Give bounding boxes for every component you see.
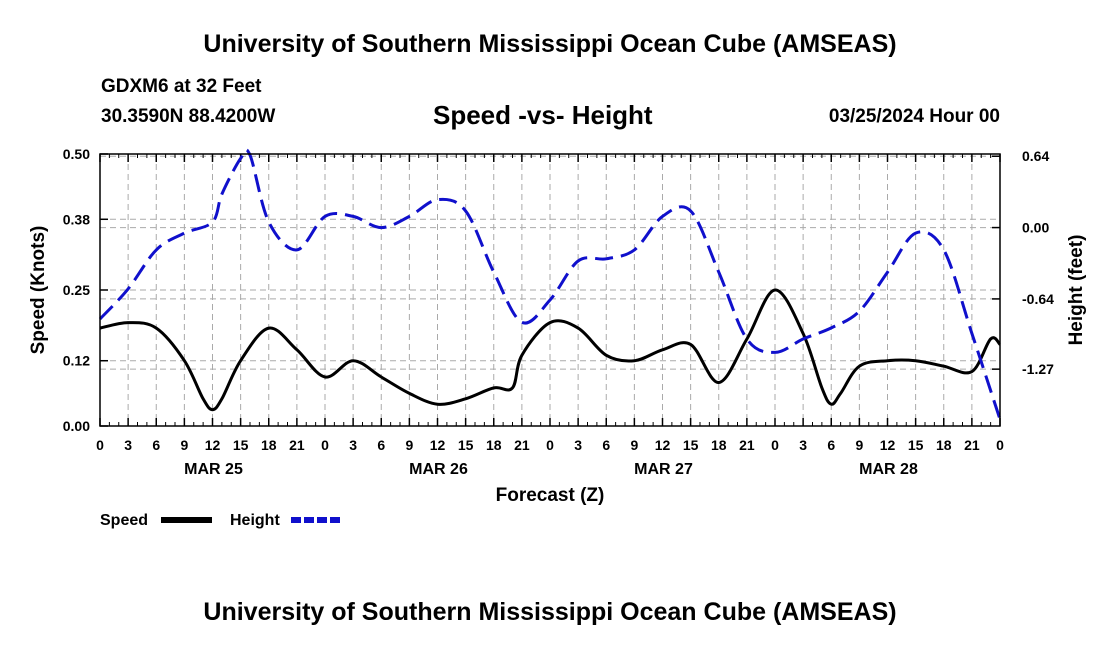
legend-label-speed: Speed	[100, 512, 148, 529]
x-tick-label: 15	[683, 437, 699, 453]
y-tick-label: 0.00	[63, 418, 90, 434]
x-tick-label: 15	[458, 437, 474, 453]
x-tick-label: 12	[880, 437, 896, 453]
x-tick-label: 6	[152, 437, 160, 453]
x-tick-label: 6	[377, 437, 385, 453]
x-tick-label: 15	[233, 437, 249, 453]
series-line-height	[98, 148, 1002, 420]
plot-frame	[99, 153, 1001, 427]
y2-tick-label: -0.64	[1022, 291, 1054, 307]
y-tick-label: 0.25	[63, 282, 90, 298]
page-title: University of Southern Mississippi Ocean…	[203, 30, 897, 58]
x-tick-label: 3	[574, 437, 582, 453]
legend-label-height: Height	[230, 512, 280, 529]
day-label: MAR 28	[859, 461, 918, 478]
x-tick-label: 0	[546, 437, 554, 453]
x-tick-label: 18	[711, 437, 727, 453]
x-tick-label: 21	[514, 437, 530, 453]
x-tick-label: 9	[405, 437, 413, 453]
y2-tick-label: 0.00	[1022, 220, 1049, 236]
y2-axis-label: Height (feet)	[1066, 235, 1087, 346]
x-tick-label: 0	[321, 437, 329, 453]
series-line-speed	[99, 288, 1002, 412]
x-tick-label: 3	[349, 437, 357, 453]
x-tick-label: 18	[261, 437, 277, 453]
x-tick-label: 18	[936, 437, 952, 453]
grid-layer	[100, 154, 1000, 426]
y-axis-label: Speed (Knots)	[28, 226, 49, 355]
labels-layer: 0 3 6 9 12 15 18 21 0 3 6 9 12 15 18 21 0 3 6 9 12 15 18 21 0 3 6 9…	[63, 146, 1054, 478]
day-label: MAR 26	[409, 461, 468, 478]
station-label: GDXM6 at 32 Feet	[101, 76, 262, 97]
x-tick-label: 3	[799, 437, 807, 453]
footer-title: University of Southern Mississippi Ocean…	[203, 598, 897, 626]
x-tick-label: 0	[996, 437, 1004, 453]
x-tick-label: 18	[486, 437, 502, 453]
y2-tick-label: 0.64	[1022, 148, 1049, 164]
x-tick-label: 9	[855, 437, 863, 453]
x-tick-label: 21	[964, 437, 980, 453]
x-tick-label: 12	[655, 437, 671, 453]
x-tick-label: 6	[602, 437, 610, 453]
x-tick-label: 9	[630, 437, 638, 453]
series-layer	[98, 148, 1002, 420]
x-tick-label: 12	[205, 437, 221, 453]
x-tick-label: 21	[289, 437, 305, 453]
x-tick-label: 12	[430, 437, 446, 453]
x-tick-label: 9	[180, 437, 188, 453]
x-tick-label: 6	[827, 437, 835, 453]
y2-tick-label: -1.27	[1022, 361, 1054, 377]
x-tick-label: 3	[124, 437, 132, 453]
coordinates-label: 30.3590N 88.4200W	[101, 106, 276, 127]
chart-subtitle: Speed -vs- Height	[433, 100, 653, 130]
day-label: MAR 25	[184, 461, 243, 478]
y-tick-label: 0.12	[63, 353, 90, 369]
legend: Speed Height	[100, 512, 342, 529]
x-tick-label: 0	[771, 437, 779, 453]
x-tick-label: 15	[908, 437, 924, 453]
forecast-datetime: 03/25/2024 Hour 00	[828, 106, 1000, 127]
y-tick-label: 0.38	[63, 211, 90, 227]
day-label: MAR 27	[634, 461, 693, 478]
x-tick-label: 21	[739, 437, 755, 453]
x-tick-label: 0	[96, 437, 104, 453]
x-axis-label: Forecast (Z)	[496, 485, 605, 506]
y-tick-label: 0.50	[63, 146, 90, 162]
